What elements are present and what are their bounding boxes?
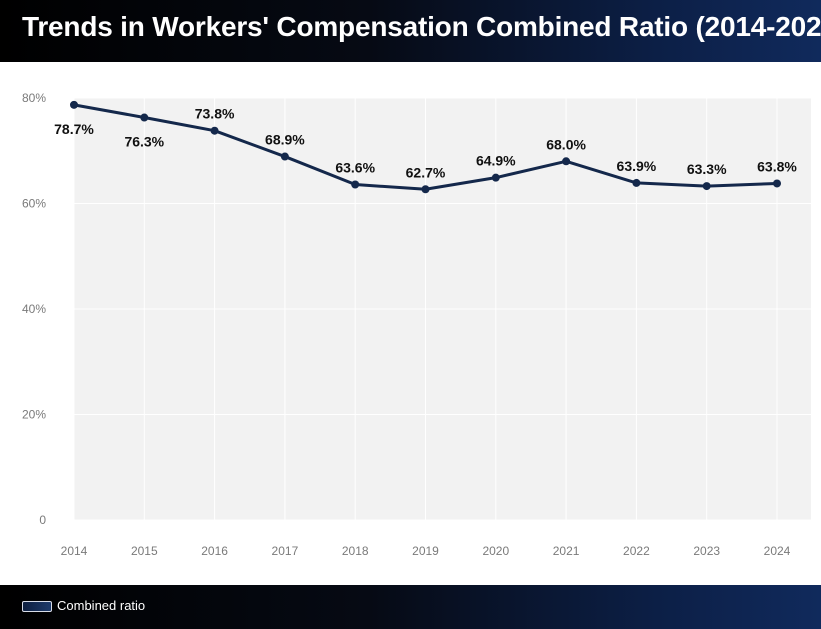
y-tick-label: 20% (22, 408, 46, 422)
data-label: 78.7% (54, 121, 94, 137)
data-point (140, 113, 149, 122)
data-point (351, 180, 360, 189)
y-tick-label: 0 (39, 513, 46, 527)
y-tick-label: 80% (22, 91, 46, 105)
x-tick-label: 2019 (412, 544, 439, 558)
data-point (632, 178, 641, 187)
x-tick-label: 2017 (272, 544, 299, 558)
title-bar: Trends in Workers' Compensation Combined… (0, 0, 821, 62)
data-point (773, 179, 781, 188)
x-tick-label: 2024 (764, 544, 791, 558)
data-label: 63.8% (757, 158, 797, 174)
x-tick-label: 2023 (693, 544, 720, 558)
data-point (210, 126, 219, 135)
x-tick-label: 2015 (131, 544, 158, 558)
data-label: 64.9% (476, 153, 516, 169)
data-label: 73.8% (195, 106, 235, 122)
chart-title: Trends in Workers' Compensation Combined… (22, 11, 821, 42)
x-tick-label: 2014 (61, 544, 88, 558)
x-tick-label: 2022 (623, 544, 650, 558)
y-tick-label: 60% (22, 197, 46, 211)
y-tick-label: 40% (22, 302, 46, 316)
legend-swatch (22, 601, 52, 612)
data-point (491, 173, 500, 182)
data-label: 63.9% (617, 158, 657, 174)
x-tick-label: 2020 (482, 544, 509, 558)
line-chart: 0 20% 40% 60% 80% 2014 2015 2016 2017 2018 2019 202… (22, 91, 811, 558)
data-label: 62.7% (406, 164, 446, 180)
legend-label: Combined ratio (57, 598, 146, 613)
data-label: 68.0% (546, 136, 586, 152)
x-tick-label: 2018 (342, 544, 369, 558)
data-label: 63.3% (687, 161, 727, 177)
data-label: 68.9% (265, 132, 305, 148)
data-label: 76.3% (124, 134, 164, 150)
data-label: 63.6% (335, 160, 375, 176)
legend-bar (0, 585, 821, 629)
data-point (702, 182, 711, 191)
x-tick-label: 2021 (553, 544, 580, 558)
data-point (70, 100, 78, 109)
data-point (280, 152, 289, 161)
data-point (562, 157, 571, 166)
data-point (421, 185, 430, 194)
chart-area: 0 20% 40% 60% 80% 2014 2015 2016 2017 2018 2019 202… (4, 62, 821, 585)
x-tick-label: 2016 (201, 544, 228, 558)
